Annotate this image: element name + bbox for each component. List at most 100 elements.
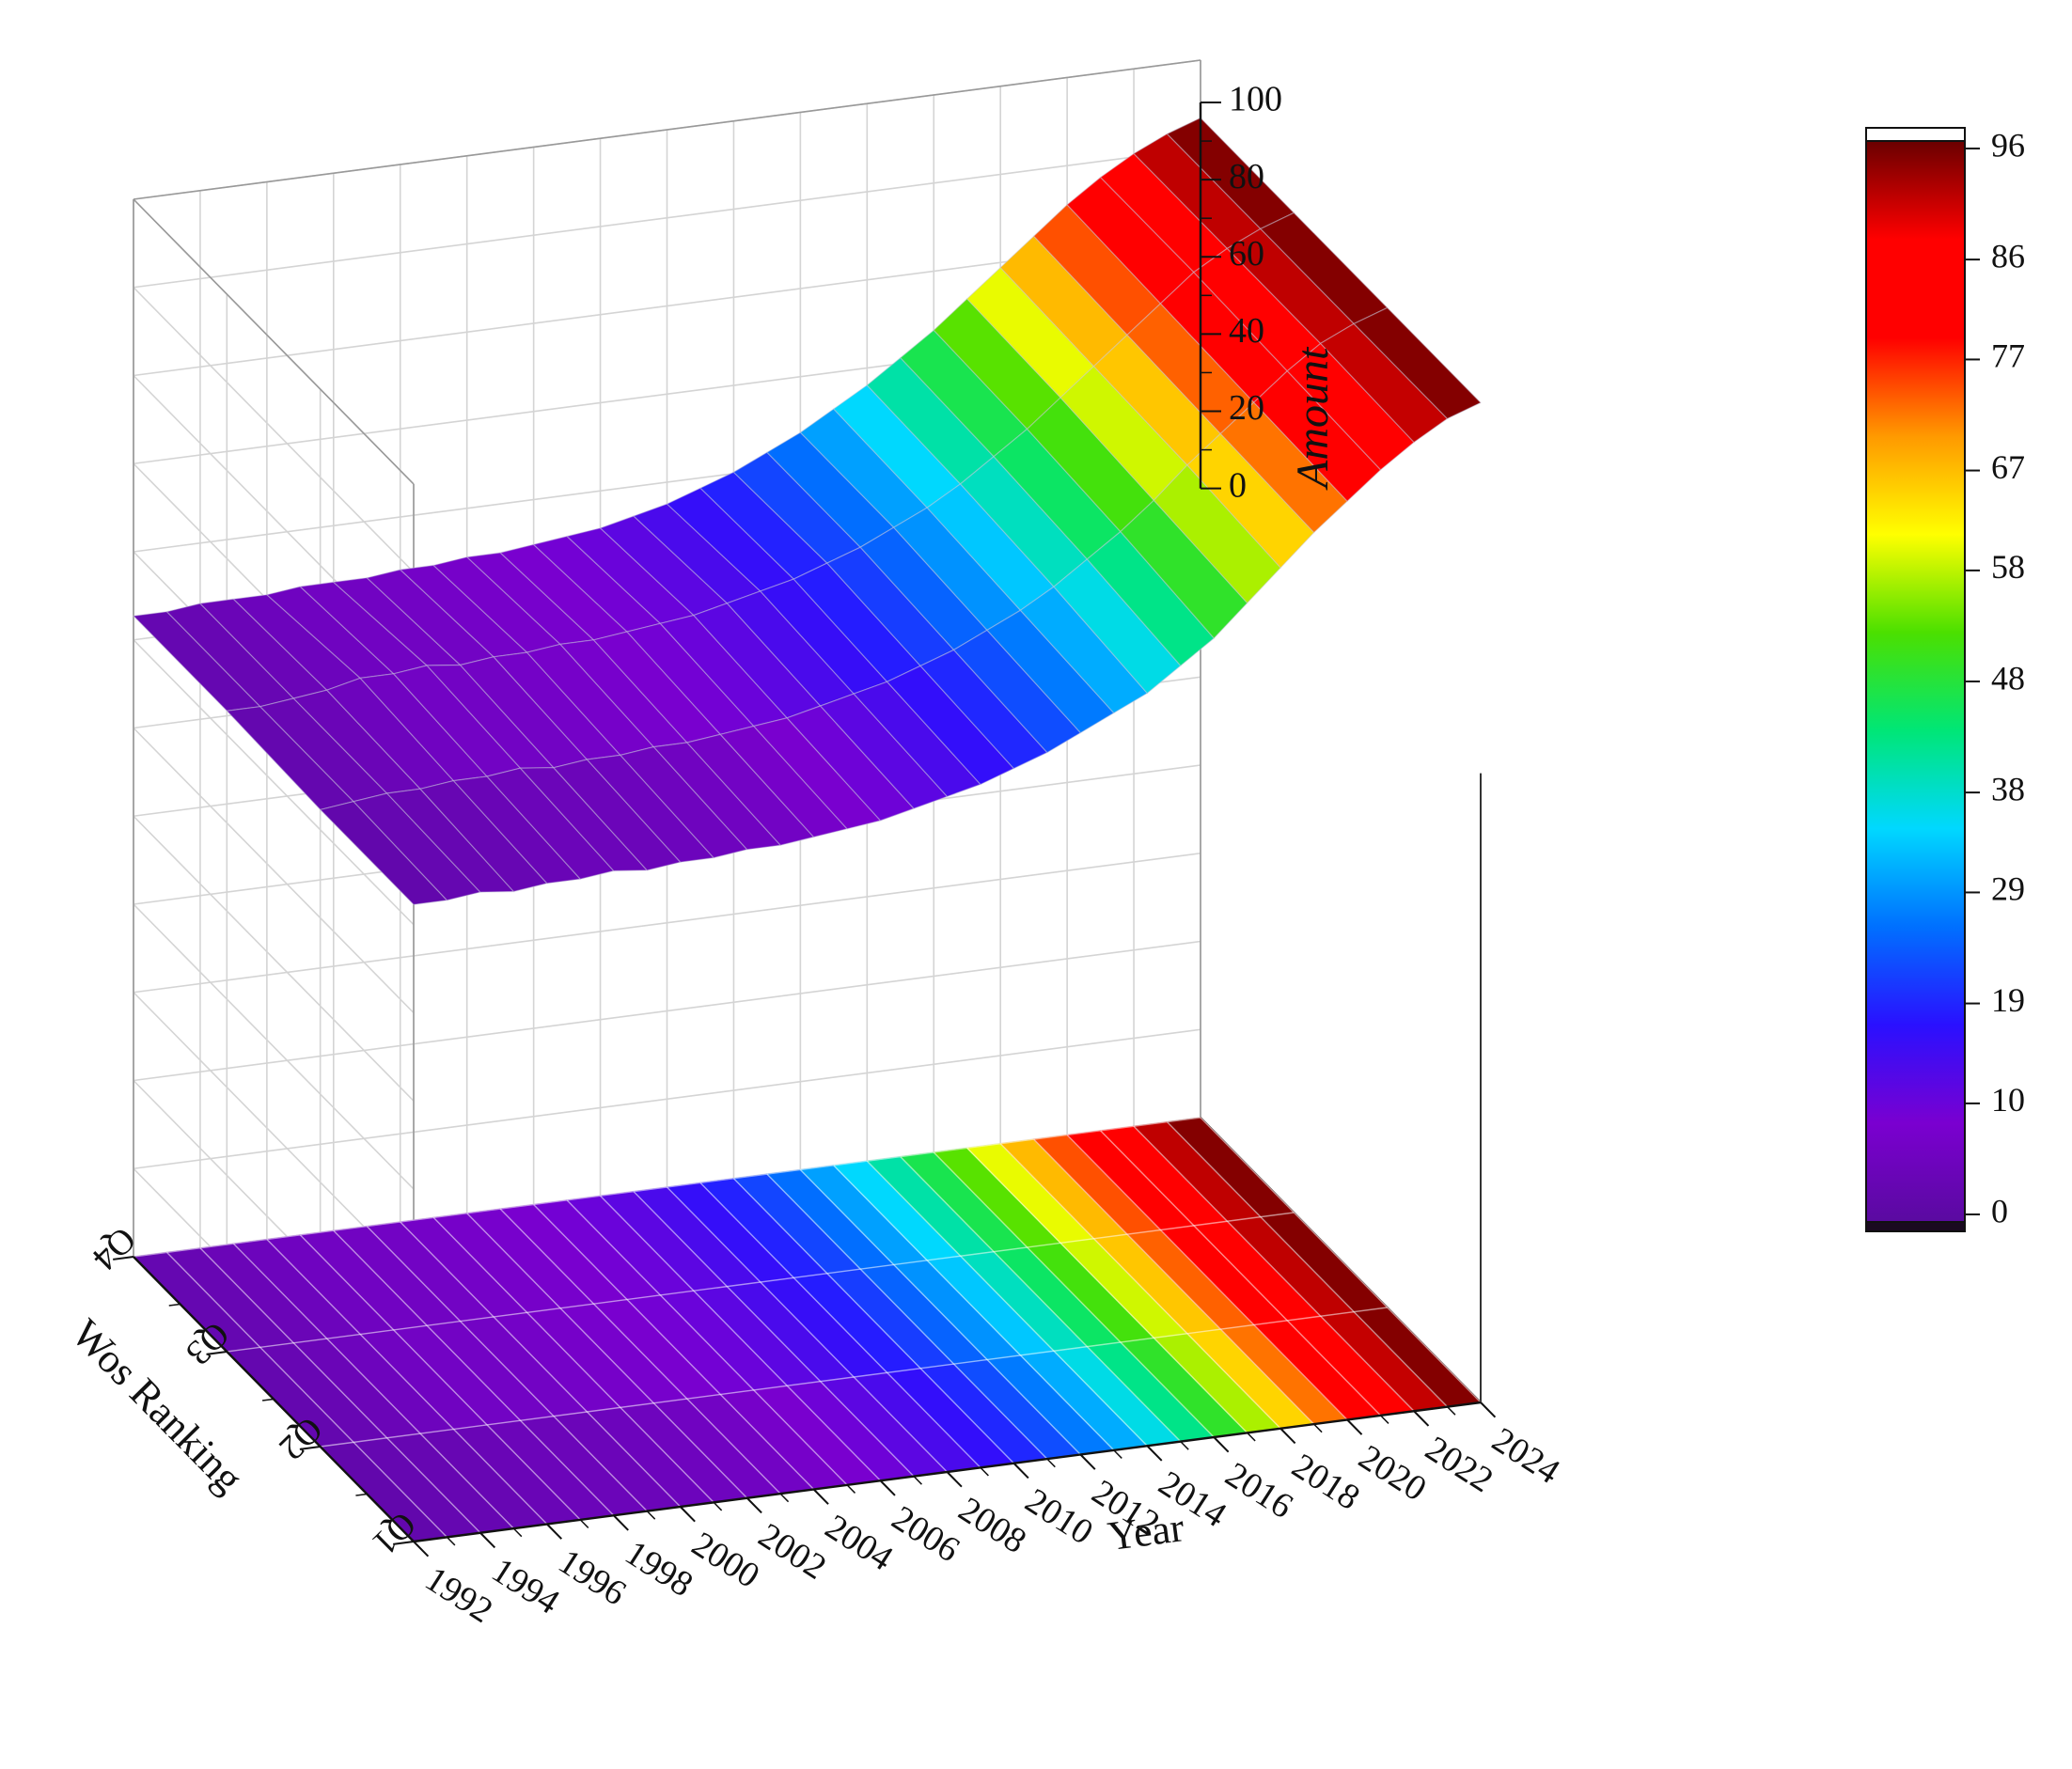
year-minor-tick: [1180, 1441, 1189, 1450]
amount-axis-title: Amount: [1288, 346, 1338, 491]
year-tick-label: 2006: [885, 1498, 966, 1570]
floor-grid-year: [333, 1229, 615, 1516]
year-minor-tick: [1313, 1423, 1323, 1433]
grid-line-year-wall-h: [133, 940, 1201, 1082]
year-minor-tick: [846, 1484, 856, 1494]
year-tick-label: 2018: [1285, 1446, 1367, 1517]
grid-line-rank-wall-h: [133, 639, 415, 926]
grid-line-year-wall-h: [133, 852, 1201, 994]
colorbar-tick-label: 0: [1991, 1192, 2008, 1229]
year-tick-label: 2022: [1419, 1429, 1500, 1500]
floor-grid-year: [533, 1204, 815, 1490]
year-tick-label: 2010: [1018, 1480, 1100, 1552]
year-axis-title: Year: [1106, 1504, 1187, 1559]
year-tick-label: 2020: [1352, 1437, 1434, 1509]
year-tick-label: 2016: [1218, 1455, 1300, 1526]
floor-grid-year: [633, 1191, 915, 1478]
year-tick-label: 2004: [818, 1507, 900, 1578]
floor-grid-year: [933, 1151, 1215, 1438]
surface-cell: [1353, 306, 1483, 420]
year-minor-tick: [680, 1506, 689, 1516]
floor-grid-year: [1033, 1138, 1315, 1425]
floor-grid-year: [1133, 1125, 1415, 1412]
colorbar-gradient: [1865, 140, 1966, 1223]
year-minor-tick: [813, 1488, 823, 1498]
floor-grid-rank: [320, 1307, 1388, 1448]
year-minor-tick: [1279, 1428, 1290, 1437]
floor-grid-year: [699, 1182, 981, 1468]
grid-line-rank-wall-h: [133, 727, 415, 1014]
surface-cell: [1259, 211, 1389, 325]
amount-tick-label: 60: [1229, 234, 1264, 274]
rank-tick: [393, 1541, 415, 1545]
year-tick-label: 2024: [1485, 1420, 1567, 1492]
year-minor-tick: [512, 1527, 523, 1538]
box-edge: [133, 59, 1201, 200]
floor-grid-year: [165, 1251, 447, 1538]
rank-minor-tick: [355, 1493, 368, 1496]
colorbar-tick-label: 67: [1991, 448, 2025, 486]
floor-grid-year: [766, 1173, 1048, 1460]
amount-tick-label: 20: [1229, 388, 1264, 428]
floor-grid-year: [799, 1169, 1081, 1455]
grid-line-rank-wall-h: [133, 815, 415, 1102]
year-tick-label: 1992: [418, 1559, 500, 1631]
floor-grid-year: [1100, 1130, 1382, 1417]
colorbar-tick-label: 29: [1991, 870, 2025, 908]
rank-tick-label: Q4: [85, 1219, 144, 1278]
floor-grid-year: [432, 1216, 714, 1503]
year-minor-tick: [746, 1497, 756, 1507]
floor-grid-year: [833, 1165, 1115, 1451]
floor-grid-year: [866, 1160, 1148, 1447]
floor-grid-year: [499, 1208, 781, 1495]
floor-grid-year: [732, 1178, 1014, 1464]
floor-grid-year: [667, 1186, 948, 1473]
year-minor-tick: [1213, 1436, 1223, 1447]
colorbar-over-range: [1865, 127, 1966, 142]
floor-grid-year: [466, 1213, 748, 1499]
floor-grid-year: [966, 1147, 1248, 1433]
grid-line-rank-wall-h: [133, 903, 415, 1190]
year-tick-label: 1994: [485, 1550, 567, 1621]
colorbar-tick-label: 38: [1991, 770, 2025, 807]
year-minor-tick: [880, 1479, 889, 1490]
floor-grid-year: [199, 1247, 481, 1534]
floor-grid-year: [366, 1226, 648, 1512]
year-minor-tick: [446, 1536, 456, 1546]
year-tick-label: 2008: [951, 1490, 1033, 1561]
amount-tick-label: 80: [1229, 157, 1264, 196]
year-tick-label: 2002: [751, 1515, 833, 1587]
grid-line-year-wall-h: [133, 1028, 1201, 1170]
year-minor-tick: [1346, 1418, 1357, 1429]
year-minor-tick: [1113, 1449, 1122, 1459]
rank-tick: [299, 1446, 321, 1450]
rank-minor-tick: [168, 1303, 181, 1307]
colorbar-tick-label: 19: [1991, 981, 2025, 1019]
floor-grid-year: [232, 1243, 514, 1529]
colorbar-tick-label: 86: [1991, 237, 2025, 274]
year-minor-tick: [1146, 1445, 1156, 1455]
grid-line-year-wall-h: [133, 147, 1201, 289]
surface-mesh: [132, 117, 1483, 906]
floor-grid-rank: [133, 1117, 1201, 1258]
year-tick-label: 1998: [619, 1533, 700, 1605]
floor-grid-year: [299, 1234, 581, 1521]
colorbar-under-range: [1865, 1221, 1966, 1232]
floor-grid-year: [566, 1199, 848, 1486]
year-minor-tick: [1046, 1458, 1056, 1468]
year-minor-tick: [779, 1493, 790, 1503]
year-minor-tick: [1380, 1415, 1389, 1424]
floor-grid-year: [1200, 1117, 1482, 1403]
box-edge: [133, 198, 415, 485]
floor-grid-year: [1167, 1121, 1449, 1408]
year-minor-tick: [579, 1519, 589, 1528]
year-minor-tick: [613, 1514, 622, 1525]
colorbar-tick-label: 96: [1991, 126, 2025, 164]
floor-grid-year: [999, 1143, 1281, 1430]
year-minor-tick: [646, 1511, 656, 1520]
floor-grid-year: [400, 1221, 682, 1508]
colorbar-tick-label: 77: [1991, 337, 2025, 375]
year-minor-tick: [546, 1523, 556, 1533]
year-minor-tick: [713, 1501, 723, 1511]
